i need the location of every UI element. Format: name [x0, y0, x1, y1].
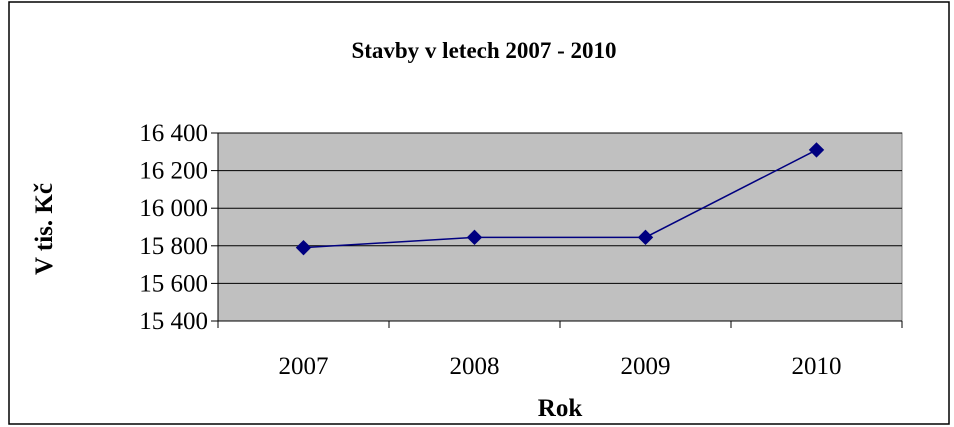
y-tick-labels: 15 400 15 600 15 800 16 000 16 200 16 400	[139, 120, 208, 335]
y-tick-label: 15 600	[139, 270, 208, 297]
y-tick-label: 16 200	[139, 158, 208, 185]
y-tick-label: 15 800	[139, 233, 208, 260]
series-line	[303, 149, 817, 249]
data-point-diamond-icon	[466, 229, 483, 246]
data-points	[295, 142, 825, 256]
y-tick-label: 16 000	[139, 195, 208, 222]
y-tick-label: 16 400	[139, 120, 208, 147]
series-line-0	[303, 149, 817, 249]
data-point-diamond-icon	[808, 142, 825, 158]
plot-area	[217, 132, 903, 322]
x-axis-title: Rok	[538, 395, 583, 422]
x-tick-labels: 2007 2008 2009 2010	[279, 353, 842, 380]
x-tick-label: 2010	[792, 353, 842, 380]
chart-title: Stavby v letech 2007 - 2010	[351, 38, 616, 63]
data-point-diamond-icon	[637, 229, 654, 246]
y-tick-label: 15 400	[139, 308, 208, 335]
y-axis-title: V tis. Kč	[31, 183, 58, 275]
x-tick-label: 2008	[450, 353, 500, 380]
x-tick-label: 2007	[279, 353, 329, 380]
axes	[211, 132, 903, 328]
x-tick-label: 2009	[621, 353, 671, 380]
data-point-diamond-icon	[295, 239, 312, 256]
